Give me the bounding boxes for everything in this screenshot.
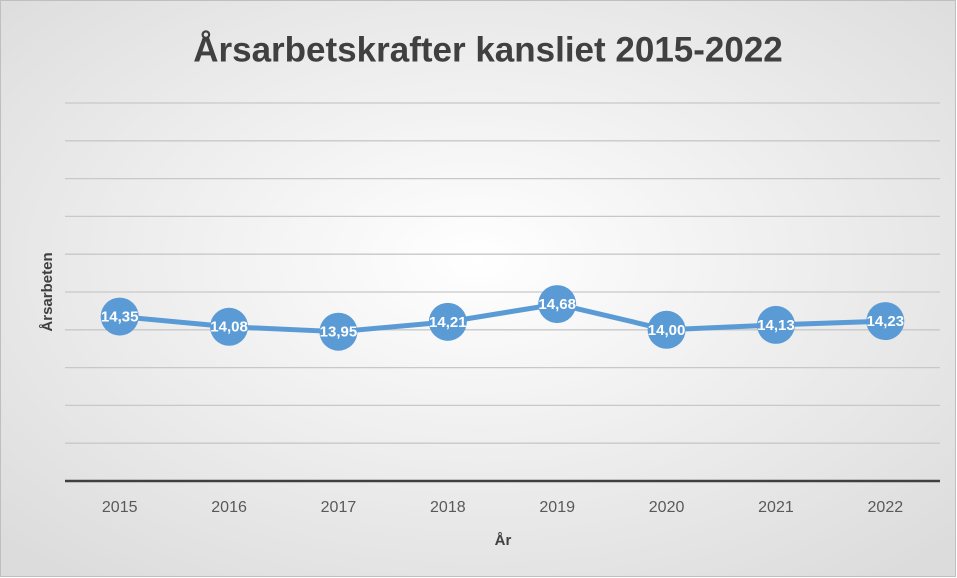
marker (428, 302, 467, 341)
data-label: 14,21 (429, 314, 467, 331)
data-label: 14,08 (210, 319, 248, 336)
x-tick-label: 2018 (430, 499, 466, 516)
marker (866, 302, 905, 341)
x-axis-label: År (495, 532, 512, 549)
data-label: 14,13 (757, 317, 795, 334)
data-label: 13,95 (320, 324, 358, 341)
y-axis-label: Årsarbeten (39, 252, 56, 331)
x-tick-label: 2020 (649, 499, 685, 516)
marker (756, 305, 795, 344)
x-tick-label: 2019 (539, 499, 575, 516)
x-tick-label: 2022 (868, 499, 904, 516)
data-label: 14,68 (538, 296, 576, 313)
marker (647, 310, 686, 349)
marker (210, 307, 249, 346)
data-label: 14,35 (101, 309, 139, 326)
data-label: 14,00 (648, 322, 686, 339)
chart-title: Årsarbetskrafter kansliet 2015-2022 (193, 29, 783, 69)
x-tick-label: 2016 (211, 499, 247, 516)
data-label: 14,23 (867, 313, 905, 330)
marker (319, 312, 358, 351)
marker (538, 285, 577, 324)
x-tick-label: 2021 (758, 499, 794, 516)
x-tick-label: 2015 (102, 499, 138, 516)
marker (100, 297, 139, 336)
x-tick-label: 2017 (321, 499, 357, 516)
